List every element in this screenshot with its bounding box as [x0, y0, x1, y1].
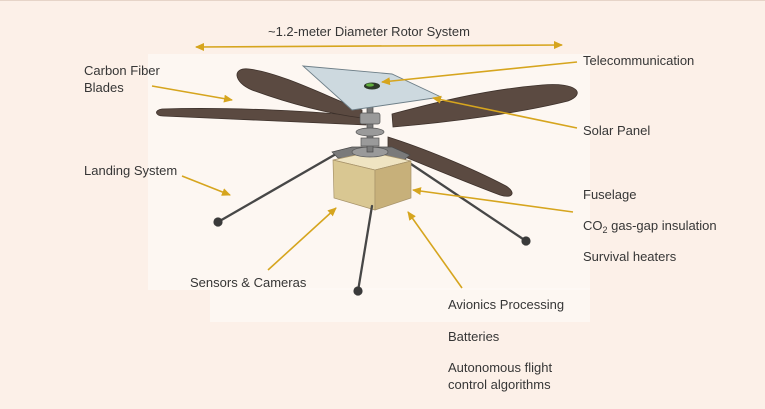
label-line: Carbon Fiber — [84, 63, 160, 78]
landing-leg-front — [356, 204, 374, 293]
fuselage-side — [374, 160, 412, 211]
arrow-avionics — [407, 211, 463, 289]
rotor-blade-left — [156, 108, 367, 126]
co2-suffix: gas-gap insulation — [607, 218, 717, 233]
leg-foot-right — [521, 236, 531, 246]
co2-subscript: 2 — [602, 225, 608, 235]
arrow-landing-system — [181, 175, 231, 196]
arrow-sensors-cameras — [267, 207, 337, 271]
upper-rotor-hub — [359, 112, 381, 125]
arrow-telecommunication — [381, 61, 578, 86]
label-line: Autonomous flight — [448, 360, 553, 375]
label-avionics-processing: Avionics Processing — [448, 297, 565, 312]
arrow-carbon-fiber-blades — [151, 85, 233, 103]
image-backdrop-lower — [210, 288, 590, 322]
label-rotor-system: ~1.2-meter Diameter Rotor System — [268, 24, 470, 39]
arrow-solar-panel — [432, 95, 578, 129]
label-co2-insulation: CO2 gas-gap insulation — [583, 217, 717, 235]
arrow-fuselage — [412, 187, 574, 213]
co2-prefix: CO — [583, 218, 603, 233]
leg-foot-front — [353, 286, 363, 296]
label-solar-panel: Solar Panel — [583, 123, 651, 138]
label-batteries: Batteries — [448, 329, 500, 344]
label-carbon-fiber-blades: Carbon Fiber Blades — [84, 62, 160, 96]
swashplate — [355, 127, 385, 137]
label-line: Blades — [84, 80, 124, 95]
landing-leg-left — [216, 152, 338, 224]
label-telecommunication: Telecommunication — [583, 53, 695, 68]
rotor-blade-lower-right — [387, 136, 513, 197]
label-fuselage: Fuselage — [583, 187, 637, 202]
leg-foot-left — [213, 217, 223, 227]
label-landing-system: Landing System — [84, 163, 178, 178]
label-survival-heaters: Survival heaters — [583, 249, 677, 264]
label-line: control algorithms — [448, 377, 551, 392]
rotor-blade-right — [391, 84, 578, 128]
label-sensors-cameras: Sensors & Cameras — [190, 275, 307, 290]
telecom-antenna — [366, 83, 374, 87]
label-autonomous-flight: Autonomous flight control algorithms — [448, 359, 552, 393]
top-divider — [0, 0, 765, 1]
rotor-blade-upper-left — [236, 68, 363, 119]
lower-rotor-hub — [360, 137, 380, 147]
landing-leg-right — [403, 158, 528, 243]
arrow-rotor-system — [195, 41, 563, 51]
